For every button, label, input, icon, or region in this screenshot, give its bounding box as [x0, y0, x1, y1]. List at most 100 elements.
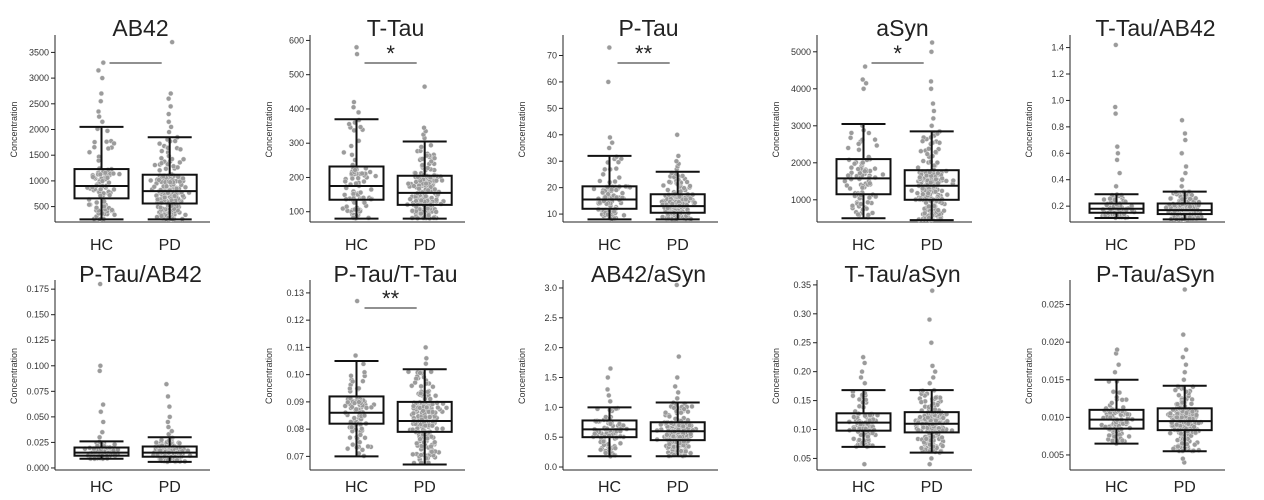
y-tick-label: 0.6 — [1051, 148, 1064, 158]
data-point — [165, 96, 172, 102]
data-point — [357, 432, 364, 438]
data-point — [350, 378, 356, 385]
data-point — [616, 174, 622, 181]
data-point — [619, 190, 626, 196]
x-category-label: PD — [921, 479, 943, 496]
data-point — [919, 138, 926, 144]
panel-p-tau-ab42: P-Tau/AB42 Concentration 0.000 0.025 0.050 0.… — [9, 261, 210, 496]
y-tick-label: 5000 — [791, 47, 811, 57]
data-point — [96, 157, 102, 164]
data-point — [931, 108, 937, 114]
data-point — [411, 183, 417, 189]
y-tick-label: 0.015 — [1041, 375, 1064, 385]
data-point — [433, 393, 439, 399]
y-tick-label: 2500 — [29, 99, 49, 109]
data-point — [922, 210, 928, 216]
data-point — [423, 361, 429, 367]
data-point — [925, 414, 931, 421]
iqr-box — [835, 158, 892, 196]
data-point — [351, 415, 357, 421]
data-point — [166, 404, 173, 410]
data-point — [932, 189, 939, 195]
data-point — [168, 124, 174, 130]
data-point — [102, 170, 108, 176]
data-point — [180, 175, 186, 182]
panel-ab42-asyn: AB42/aSyn Concentration 0.0 0.5 1.0 1.5 2.0 2.5… — [517, 261, 718, 496]
data-point — [421, 125, 427, 131]
data-point — [1174, 422, 1180, 428]
y-tick-label: 0.05 — [793, 453, 811, 463]
data-point — [350, 104, 357, 110]
data-point — [166, 119, 172, 125]
data-point — [1119, 397, 1125, 403]
data-point — [350, 191, 357, 197]
y-tick-label: 0.12 — [286, 315, 304, 325]
data-point — [914, 190, 921, 196]
data-point — [429, 449, 435, 455]
data-point — [928, 86, 934, 92]
data-point — [99, 178, 106, 184]
data-point — [429, 423, 435, 429]
data-point — [939, 434, 945, 441]
data-point — [858, 201, 864, 207]
data-point — [684, 179, 690, 185]
data-point — [423, 355, 429, 361]
data-point — [111, 140, 117, 147]
data-point — [158, 213, 165, 219]
y-tick-label: 1.5 — [544, 372, 557, 382]
x-category-label: HC — [345, 237, 368, 254]
data-point — [615, 159, 622, 165]
data-point — [924, 151, 930, 157]
iqr-box — [1156, 202, 1213, 216]
data-point — [1180, 456, 1186, 462]
y-tick-label: 1500 — [29, 150, 49, 160]
y-tick-label: 10 — [547, 209, 557, 219]
data-point — [855, 211, 861, 218]
data-point — [1193, 195, 1199, 201]
data-point — [168, 103, 174, 110]
data-point — [116, 171, 123, 177]
data-point — [361, 412, 368, 419]
data-point — [1188, 401, 1195, 407]
data-point — [675, 153, 682, 159]
data-point — [1183, 362, 1189, 368]
y-tick-label: 4000 — [791, 84, 811, 94]
data-point — [674, 132, 680, 138]
y-tick-label: 1000 — [29, 176, 49, 186]
data-point — [859, 185, 866, 191]
data-point — [929, 123, 935, 129]
data-point — [91, 144, 97, 150]
data-point — [98, 98, 104, 104]
x-category-label: PD — [667, 479, 689, 496]
y-tick-label: 0.005 — [1041, 450, 1064, 460]
data-point — [866, 130, 872, 136]
y-tick-label: 3000 — [29, 73, 49, 83]
iqr-box — [73, 168, 130, 200]
data-point — [425, 212, 432, 218]
data-point — [361, 369, 368, 375]
data-point — [602, 450, 609, 456]
data-point — [860, 86, 867, 92]
data-point — [166, 111, 172, 117]
y-tick-label: 50 — [547, 103, 557, 113]
data-point — [872, 137, 878, 143]
data-point — [352, 352, 359, 359]
data-point — [617, 440, 624, 446]
chart-title: T-Tau/AB42 — [1095, 15, 1215, 41]
data-point — [605, 79, 611, 85]
data-point — [95, 108, 102, 115]
box-pd — [649, 282, 706, 459]
data-point — [1114, 157, 1120, 163]
data-point — [152, 162, 158, 168]
y-tick-label: 30 — [547, 156, 557, 166]
data-point — [607, 421, 614, 427]
data-point — [361, 200, 368, 206]
data-point — [163, 183, 170, 189]
data-point — [418, 210, 424, 217]
data-point — [926, 316, 933, 323]
data-point — [929, 288, 935, 294]
data-point — [409, 383, 415, 389]
data-point — [180, 156, 187, 162]
data-point — [849, 203, 856, 209]
